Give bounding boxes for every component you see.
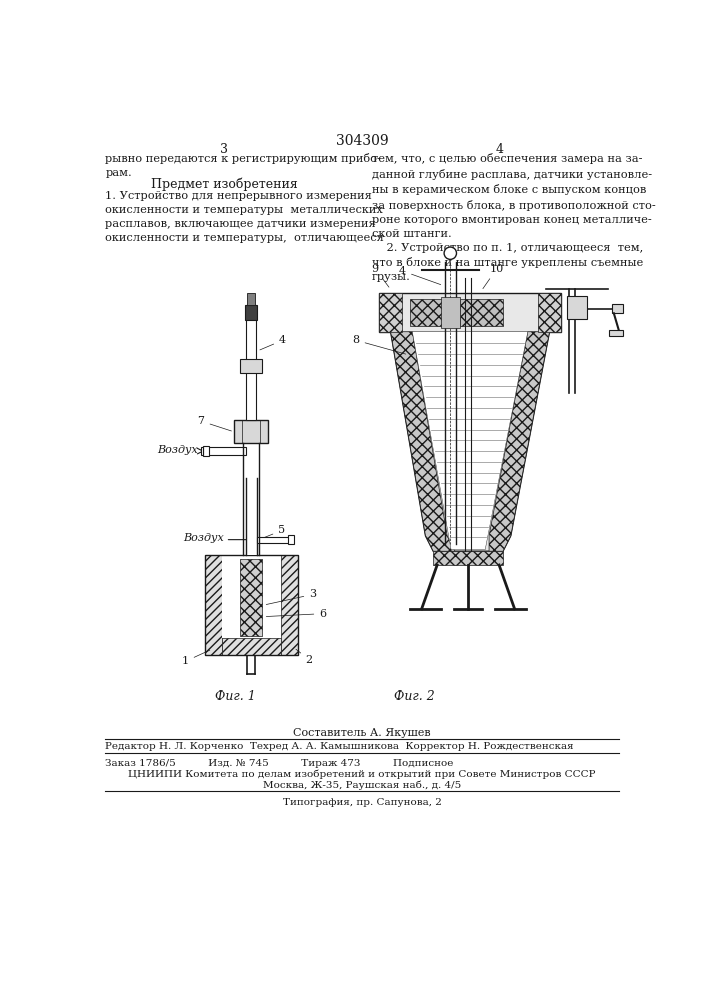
Bar xyxy=(257,537,291,543)
Bar xyxy=(222,638,281,655)
Bar xyxy=(567,296,587,319)
Bar xyxy=(247,293,255,305)
Bar xyxy=(246,478,257,555)
Circle shape xyxy=(444,247,457,259)
Text: 8: 8 xyxy=(353,335,406,354)
Bar xyxy=(410,299,452,326)
Bar xyxy=(609,330,623,336)
Text: 304309: 304309 xyxy=(336,134,388,148)
Bar xyxy=(379,293,561,332)
Text: 2: 2 xyxy=(296,649,312,665)
Text: Составитель А. Якушев: Составитель А. Якушев xyxy=(293,728,431,738)
Text: тем, что, с целью обеспечения замера на за-
данной глубине расплава, датчики уст: тем, что, с целью обеспечения замера на … xyxy=(372,153,656,282)
Bar xyxy=(222,555,281,638)
Text: Типография, пр. Сапунова, 2: Типография, пр. Сапунова, 2 xyxy=(283,798,441,807)
Text: Воздух: Воздух xyxy=(183,533,224,543)
Bar xyxy=(240,559,262,636)
Bar xyxy=(204,555,298,655)
Bar xyxy=(201,447,203,455)
Text: Заказ 1786/5          Изд. № 745          Тираж 473          Подписное: Заказ 1786/5 Изд. № 745 Тираж 473 Подпис… xyxy=(105,759,454,768)
Polygon shape xyxy=(489,332,549,551)
Text: 4: 4 xyxy=(495,143,503,156)
Text: 4: 4 xyxy=(260,335,286,350)
Text: Фиг. 1: Фиг. 1 xyxy=(215,690,256,703)
Text: 10: 10 xyxy=(483,264,504,289)
Text: 1: 1 xyxy=(182,650,210,666)
Bar xyxy=(234,420,268,443)
Bar xyxy=(379,293,402,332)
Bar xyxy=(612,304,623,313)
Text: 7: 7 xyxy=(198,416,231,431)
Text: Фиг. 2: Фиг. 2 xyxy=(394,690,434,703)
Polygon shape xyxy=(412,332,528,550)
Bar xyxy=(245,305,257,320)
Bar xyxy=(207,447,246,455)
Bar xyxy=(460,299,503,326)
Bar xyxy=(240,359,262,373)
Text: 1. Устройство для непрерывного измерения
окисленности и температуры  металлическ: 1. Устройство для непрерывного измерения… xyxy=(105,191,385,243)
Text: 5: 5 xyxy=(262,525,286,539)
Bar xyxy=(247,305,256,420)
Bar xyxy=(281,555,298,655)
Text: 4: 4 xyxy=(399,266,440,285)
Bar xyxy=(203,446,209,456)
Polygon shape xyxy=(433,551,503,565)
Bar xyxy=(288,535,293,544)
Bar xyxy=(204,555,222,655)
Text: 3: 3 xyxy=(220,143,228,156)
Text: Редактор Н. Л. Корченко  Техред А. А. Камышникова  Корректор Н. Рождественская: Редактор Н. Л. Корченко Техред А. А. Кам… xyxy=(105,742,574,751)
Polygon shape xyxy=(391,332,455,551)
Text: Предмет изобретения: Предмет изобретения xyxy=(151,178,298,191)
Text: ЦНИИПИ Комитета по делам изобретений и открытий при Совете Министров СССР: ЦНИИПИ Комитета по делам изобретений и о… xyxy=(128,770,596,779)
Bar xyxy=(538,293,561,332)
Text: 9: 9 xyxy=(372,264,389,287)
Text: Воздух: Воздух xyxy=(157,445,198,455)
Text: рывно передаются к регистрирующим прибо-
рам.: рывно передаются к регистрирующим прибо-… xyxy=(105,153,381,178)
Text: Москва, Ж-35, Раушская наб., д. 4/5: Москва, Ж-35, Раушская наб., д. 4/5 xyxy=(263,781,461,790)
Text: 6: 6 xyxy=(267,609,327,619)
Text: 3: 3 xyxy=(267,589,316,605)
Bar xyxy=(441,297,460,328)
Polygon shape xyxy=(391,332,549,551)
